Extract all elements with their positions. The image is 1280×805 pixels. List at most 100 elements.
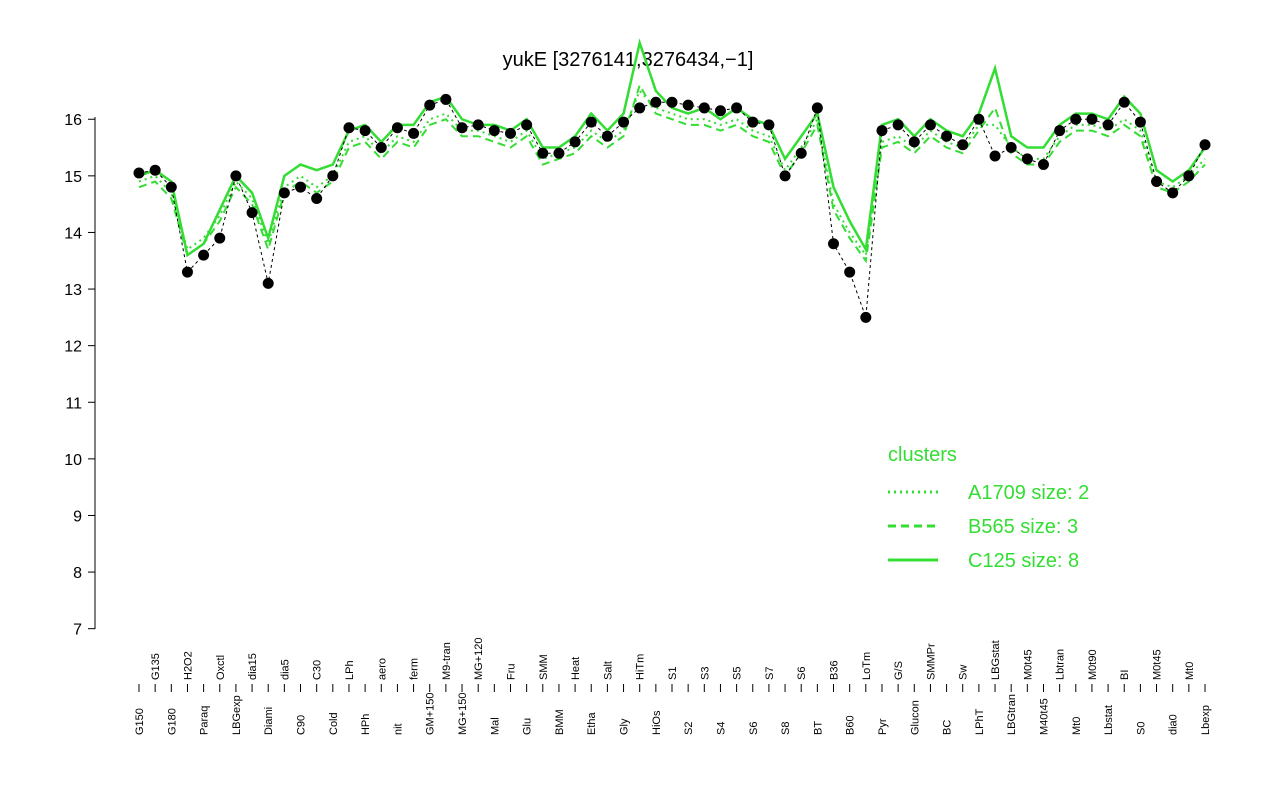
x-tick-label: M0t90 [1087,649,1099,680]
data-point [585,116,597,128]
data-point [1199,139,1211,151]
x-tick-label: Heat [570,657,582,680]
cluster-line [138,38,1207,258]
data-point [650,96,662,108]
data-point [924,119,936,131]
data-point [1086,113,1098,125]
data-point [973,113,985,125]
data-point [440,93,452,105]
x-tick-label: Lbexp [1200,705,1212,735]
x-tick-label: S3 [699,667,711,680]
legend-label: A1709 size: 2 [968,482,1089,504]
x-tick-label: Gly [619,718,631,735]
data-point [149,164,161,176]
x-tick-label: S5 [732,667,744,680]
data-point [181,266,193,278]
data-point [811,102,823,114]
x-tick-label: H2O2 [182,651,194,680]
x-tick-label: Oxctl [215,655,227,680]
data-point [989,150,1001,162]
x-tick-label: B60 [845,715,857,735]
x-tick-label: BT [812,721,824,735]
data-point [957,139,969,151]
x-tick-label: SMM [538,654,550,680]
x-tick-label: Lbtran [1055,649,1067,680]
data-point [375,142,387,154]
data-point [165,181,177,193]
data-point [472,119,484,131]
y-tick-label: 11 [65,395,82,412]
x-tick-label: HPh [360,714,372,735]
cluster-line [138,89,1206,258]
x-tick-label: G150 [134,708,146,735]
x-tick-label: Lbstat [1103,705,1115,735]
data-point [779,170,791,182]
data-point [133,167,145,179]
y-tick-label: 16 [64,112,82,129]
data-point [343,122,355,134]
data-point [1054,125,1066,137]
y-tick-label: 14 [64,225,82,242]
data-point [246,207,258,219]
data-point [504,127,516,139]
data-point [311,192,323,204]
x-tick-label: aero [376,658,388,680]
x-tick-label: M0t45 [1152,649,1164,680]
x-tick-label: Salt [602,661,614,680]
x-tick-label: S4 [715,722,727,735]
x-tick-label: Glucon [909,700,921,735]
data-point [941,130,953,142]
x-tick-label: Pyr [877,718,889,735]
data-point [278,187,290,199]
x-tick-label: MG+150 [457,693,469,736]
legend-label: C125 size: 8 [968,550,1079,572]
y-tick-label: 15 [64,169,82,186]
data-point [618,116,630,128]
y-tick-label: 10 [64,452,82,469]
data-point [295,181,307,193]
data-point [198,249,210,261]
x-tick-label: BC [942,720,954,735]
x-tick-label: M9-tran [441,642,453,680]
data-point [569,136,581,148]
data-point [1005,142,1017,154]
data-point [488,125,500,137]
data-point [601,130,613,142]
x-tick-label: Cold [328,712,340,735]
x-tick-label: Sw [958,665,970,680]
x-tick-label: Mal [489,717,501,735]
x-tick-label: BI [1119,670,1131,680]
data-point [908,136,920,148]
x-tick-label: M0t45 [1022,649,1034,680]
data-point [537,147,549,159]
data-point [698,102,710,114]
x-tick-label: S8 [780,722,792,735]
data-point [408,127,420,139]
x-tick-label: Mt0 [1184,662,1196,680]
data-point [747,116,759,128]
x-tick-label: SMMPr [925,643,937,680]
data-point [795,147,807,159]
x-tick-label: S0 [1135,722,1147,735]
data-point [262,277,274,289]
x-tick-label: G180 [166,708,178,735]
y-tick-label: 8 [73,565,82,582]
x-tick-label: S6 [748,722,760,735]
data-point [1070,113,1082,125]
data-point [456,122,468,134]
x-tick-label: HiTm [635,654,647,680]
y-tick-label: 13 [64,282,82,299]
x-tick-label: C90 [296,715,308,735]
x-tick-label: LBGstat [990,640,1002,680]
x-tick-label: G135 [150,653,162,680]
data-point [876,125,888,137]
x-tick-label: B36 [829,660,841,680]
data-point [892,119,904,131]
x-tick-label: S7 [764,667,776,680]
data-point [521,119,533,131]
x-tick-label: S1 [667,667,679,680]
x-tick-label: HiOs [651,710,663,735]
x-tick-label: M40t45 [1038,698,1050,735]
chart-title: yukE [3276141,3276434,−1] [503,49,754,71]
